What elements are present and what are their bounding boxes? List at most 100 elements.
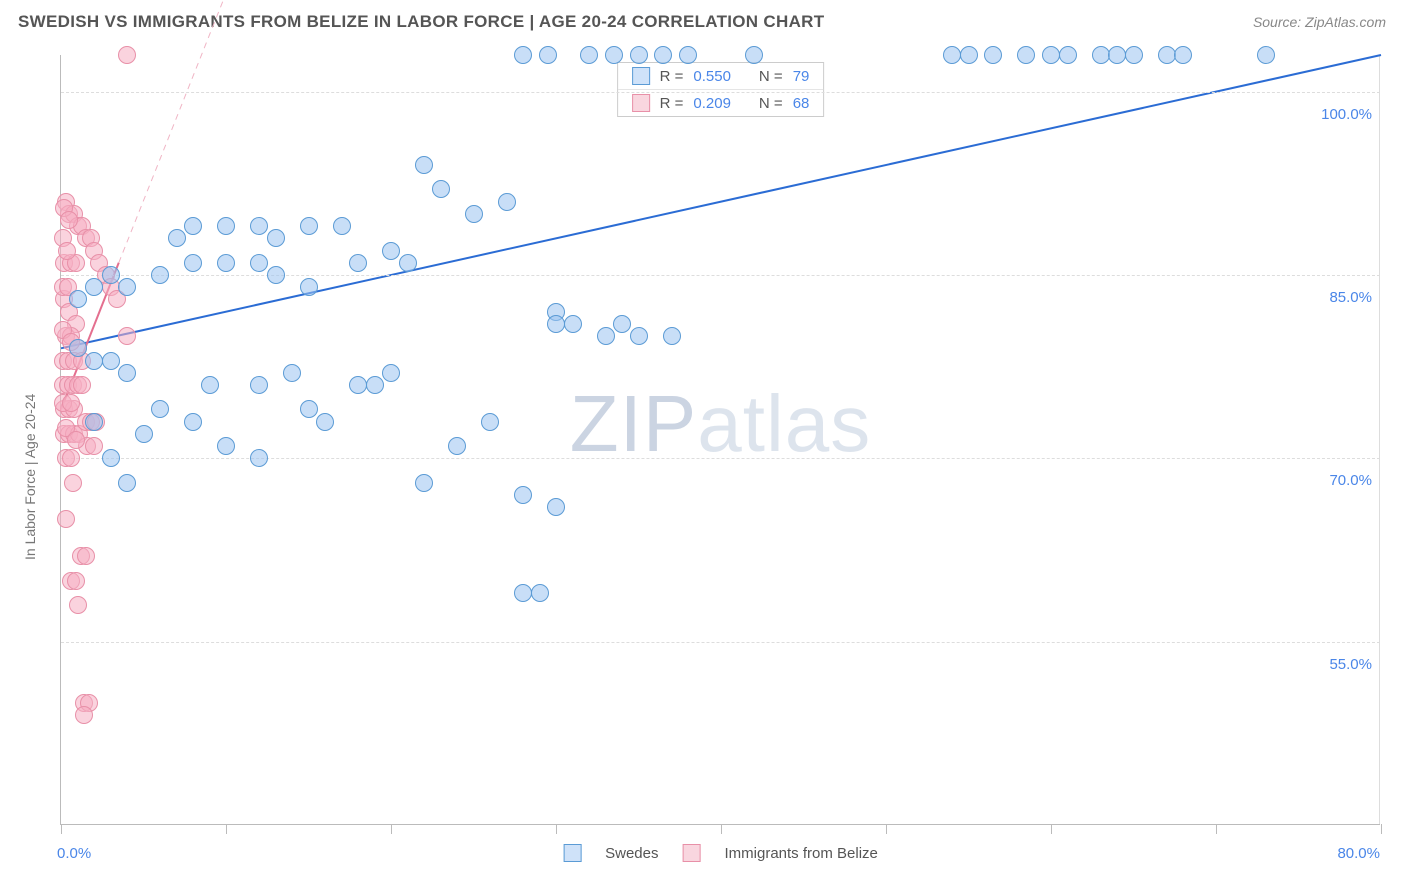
- data-point: [184, 254, 202, 272]
- data-point: [539, 46, 557, 64]
- watermark: ZIPatlas: [570, 378, 871, 470]
- data-point: [663, 327, 681, 345]
- right-frame: [1379, 55, 1380, 824]
- data-point: [415, 474, 433, 492]
- n-value: 79: [793, 68, 810, 85]
- data-point: [1092, 46, 1110, 64]
- data-point: [564, 315, 582, 333]
- data-point: [184, 217, 202, 235]
- x-tick: [721, 824, 722, 834]
- data-point: [73, 376, 91, 394]
- data-point: [151, 400, 169, 418]
- data-point: [69, 290, 87, 308]
- data-point: [465, 205, 483, 223]
- data-point: [151, 266, 169, 284]
- data-point: [69, 339, 87, 357]
- data-point: [316, 413, 334, 431]
- data-point: [605, 46, 623, 64]
- y-tick-label: 85.0%: [1329, 289, 1372, 306]
- data-point: [943, 46, 961, 64]
- data-point: [250, 376, 268, 394]
- x-tick-label: 80.0%: [1337, 845, 1380, 862]
- data-point: [679, 46, 697, 64]
- data-point: [1059, 46, 1077, 64]
- data-point: [514, 486, 532, 504]
- data-point: [85, 352, 103, 370]
- data-point: [399, 254, 417, 272]
- data-point: [118, 46, 136, 64]
- data-point: [67, 431, 85, 449]
- n-label: N =: [759, 95, 783, 112]
- data-point: [201, 376, 219, 394]
- data-point: [349, 254, 367, 272]
- data-point: [77, 547, 95, 565]
- data-point: [250, 254, 268, 272]
- data-point: [333, 217, 351, 235]
- data-point: [531, 584, 549, 602]
- header: SWEDISH VS IMMIGRANTS FROM BELIZE IN LAB…: [0, 0, 1406, 40]
- x-tick: [226, 824, 227, 834]
- data-point: [960, 46, 978, 64]
- data-point: [217, 254, 235, 272]
- data-point: [382, 242, 400, 260]
- data-point: [654, 46, 672, 64]
- data-point: [62, 449, 80, 467]
- swatch-icon: [632, 94, 650, 112]
- data-point: [547, 498, 565, 516]
- data-point: [250, 217, 268, 235]
- r-value: 0.209: [693, 95, 731, 112]
- data-point: [217, 217, 235, 235]
- chart-plot-area: ZIPatlas R = 0.550 N = 79 R = 0.209 N = …: [60, 55, 1380, 825]
- data-point: [448, 437, 466, 455]
- n-value: 68: [793, 95, 810, 112]
- x-tick: [61, 824, 62, 834]
- data-point: [1017, 46, 1035, 64]
- watermark-strong: ZIP: [570, 379, 697, 468]
- data-point: [118, 364, 136, 382]
- data-point: [75, 706, 93, 724]
- x-tick: [391, 824, 392, 834]
- n-label: N =: [759, 68, 783, 85]
- chart-svg: [61, 55, 1380, 824]
- data-point: [514, 584, 532, 602]
- data-point: [300, 217, 318, 235]
- data-point: [135, 425, 153, 443]
- gridline: [61, 642, 1380, 643]
- data-point: [1125, 46, 1143, 64]
- data-point: [60, 211, 78, 229]
- data-point: [184, 413, 202, 431]
- data-point: [217, 437, 235, 455]
- data-point: [580, 46, 598, 64]
- data-point: [64, 474, 82, 492]
- x-tick: [1216, 824, 1217, 834]
- series-legend: Swedes Immigrants from Belize: [563, 844, 878, 862]
- data-point: [250, 449, 268, 467]
- data-point: [547, 315, 565, 333]
- swatch-icon: [683, 844, 701, 862]
- data-point: [1257, 46, 1275, 64]
- data-point: [1174, 46, 1192, 64]
- stat-legend-row: R = 0.550 N = 79: [618, 63, 824, 90]
- data-point: [85, 278, 103, 296]
- x-tick: [1381, 824, 1382, 834]
- r-label: R =: [660, 95, 684, 112]
- data-point: [1042, 46, 1060, 64]
- data-point: [481, 413, 499, 431]
- data-point: [415, 156, 433, 174]
- y-tick-label: 70.0%: [1329, 472, 1372, 489]
- gridline: [61, 275, 1380, 276]
- data-point: [102, 352, 120, 370]
- data-point: [267, 266, 285, 284]
- swatch-icon: [632, 67, 650, 85]
- y-tick-label: 100.0%: [1321, 106, 1372, 123]
- data-point: [85, 413, 103, 431]
- data-point: [498, 193, 516, 211]
- watermark-light: atlas: [697, 379, 871, 468]
- data-point: [630, 327, 648, 345]
- data-point: [597, 327, 615, 345]
- data-point: [118, 278, 136, 296]
- data-point: [349, 376, 367, 394]
- chart-title: SWEDISH VS IMMIGRANTS FROM BELIZE IN LAB…: [18, 12, 824, 32]
- x-tick: [556, 824, 557, 834]
- data-point: [1158, 46, 1176, 64]
